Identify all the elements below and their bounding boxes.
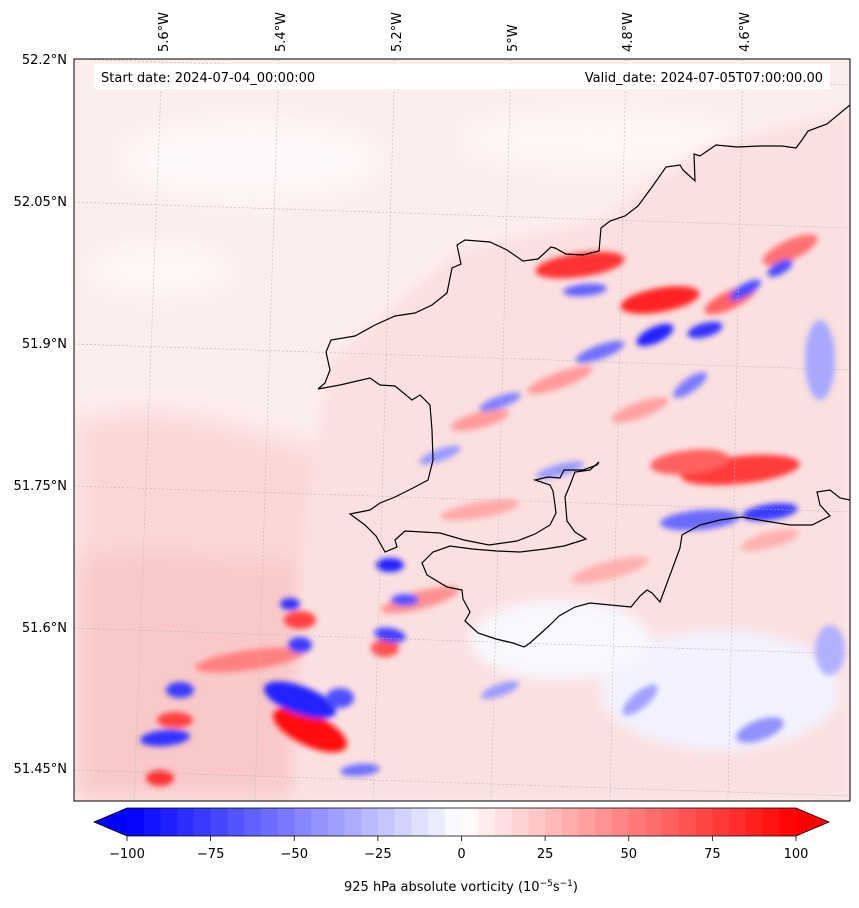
- coastline-north: [317, 104, 850, 390]
- colorbar-segment: [612, 808, 630, 836]
- map-panel: [74, 59, 850, 801]
- start-date-label: Start date: 2024-07-04_00:00:00: [101, 71, 315, 86]
- colorbar-segment: [712, 808, 730, 836]
- lat-label: 52.2°N: [22, 53, 67, 68]
- colorbar-tick-label: 100: [784, 847, 809, 862]
- vorticity-field-sea: [74, 110, 740, 801]
- map-frame: [73, 58, 851, 802]
- colorbar-tick-label: −50: [281, 847, 308, 862]
- colorbar-segment: [662, 808, 680, 836]
- lat-labels: 52.2°N 52.05°N 51.9°N 51.75°N 51.6°N 51.…: [14, 53, 67, 777]
- colorbar-segments: [127, 808, 797, 836]
- lon-label: 5.2°W: [390, 12, 405, 52]
- gridline-lat-6: [74, 769, 850, 797]
- colorbar-segment: [277, 808, 295, 836]
- colorbar-tick-label: 25: [537, 847, 554, 862]
- colorbar-extend-max: [796, 808, 829, 836]
- colorbar-segment: [160, 808, 178, 836]
- colorbar-segment: [478, 808, 496, 836]
- colorbar-segment: [193, 808, 212, 836]
- gridline-lat-4: [74, 485, 850, 513]
- colorbar-segment: [578, 808, 596, 836]
- colorbar-segment: [561, 808, 580, 836]
- colorbar-extend-min: [94, 808, 127, 836]
- colorbar-tick-label: 0: [457, 847, 465, 862]
- colorbar-segment: [327, 808, 346, 836]
- colorbar-segment: [294, 808, 312, 836]
- colorbar-segment: [210, 808, 228, 836]
- lat-label: 51.75°N: [14, 479, 67, 494]
- colorbar-segment: [695, 808, 713, 836]
- colorbar-label: 925 hPa absolute vorticity (10−5s−1): [344, 879, 578, 895]
- gridline-lat-3: [74, 343, 850, 371]
- colorbar-segment: [377, 808, 396, 836]
- vorticity-field-land: [300, 110, 850, 801]
- header-banner: [94, 64, 830, 89]
- colorbar-segment: [310, 808, 329, 836]
- colorbar-segment: [444, 808, 463, 836]
- colorbar-segment: [461, 808, 479, 836]
- lon-label: 5.4°W: [274, 12, 289, 52]
- colorbar-segment: [344, 808, 362, 836]
- colorbar-segment: [678, 808, 697, 836]
- lat-label: 51.9°N: [22, 337, 67, 352]
- lat-label: 52.05°N: [14, 195, 67, 210]
- vorticity-features: [140, 234, 845, 786]
- colorbar-segment: [244, 808, 262, 836]
- colorbar-segment: [645, 808, 663, 836]
- gridline-lat-5: [74, 627, 850, 655]
- colorbar-segment: [528, 808, 546, 836]
- colorbar-tick-label: −75: [197, 847, 224, 862]
- colorbar-segment: [511, 808, 530, 836]
- colorbar-segment: [779, 808, 797, 836]
- coastline-south: [317, 377, 850, 648]
- colorbar-tick-label: −25: [364, 847, 391, 862]
- colorbar-segment: [628, 808, 647, 836]
- colorbar-segment: [545, 808, 563, 836]
- lon-label: 5.6°W: [157, 12, 172, 52]
- colorbar-segment: [394, 808, 412, 836]
- colorbar: −100 −75 −50 −25 0 25 50 75 100 925 hPa absolute…: [92, 807, 831, 895]
- lon-label: 4.8°W: [621, 12, 636, 52]
- colorbar-segment: [260, 808, 279, 836]
- gridline-lat-2: [74, 201, 850, 229]
- lat-label: 51.45°N: [14, 762, 67, 777]
- colorbar-segment: [177, 808, 195, 836]
- colorbar-segment: [411, 808, 429, 836]
- colorbar-segment: [745, 808, 764, 836]
- colorbar-segment: [595, 808, 613, 836]
- coastline: [317, 104, 850, 648]
- colorbar-segment: [494, 808, 513, 836]
- colorbar-segment: [729, 808, 747, 836]
- valid-date-label: Valid_date: 2024-07-05T07:00:00.00: [585, 71, 823, 86]
- lon-labels: 5.6°W 5.4°W 5.2°W 5°W 4.8°W 4.6°W: [157, 12, 753, 52]
- colorbar-segment: [127, 808, 145, 836]
- colorbar-segment: [227, 808, 245, 836]
- colorbar-segment: [762, 808, 780, 836]
- lat-label: 51.6°N: [22, 621, 67, 636]
- lon-label: 4.6°W: [738, 12, 753, 52]
- colorbar-segment: [143, 808, 162, 836]
- colorbar-segment: [361, 808, 379, 836]
- lon-label: 5°W: [506, 24, 521, 52]
- colorbar-ticks: −100 −75 −50 −25 0 25 50 75 100: [109, 836, 808, 862]
- colorbar-tick-label: 75: [704, 847, 721, 862]
- colorbar-tick-label: 50: [620, 847, 637, 862]
- colorbar-segment: [428, 808, 446, 836]
- colorbar-tick-label: −100: [109, 847, 145, 862]
